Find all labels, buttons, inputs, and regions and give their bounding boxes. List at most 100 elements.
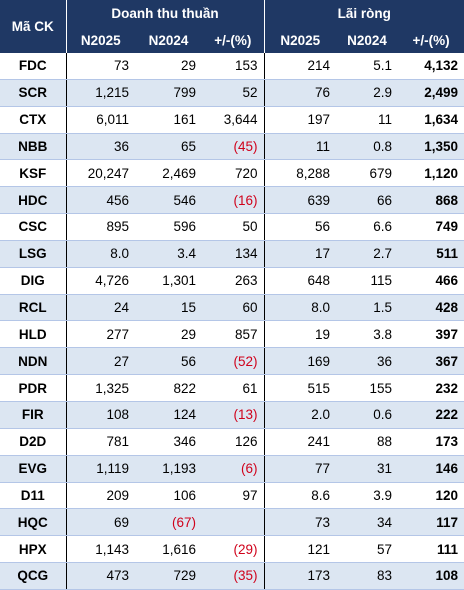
profit-2025-cell: 8.0 (264, 294, 336, 322)
revenue-2024-cell: 2,469 (135, 159, 202, 188)
col-header: N2024 (336, 27, 398, 53)
profit-change-cell: 868 (398, 186, 464, 215)
revenue-2025-cell: 6,011 (66, 106, 135, 134)
revenue-2024-cell: 822 (135, 374, 202, 402)
revenue-change-cell: (6) (202, 455, 265, 483)
profit-change-cell: 397 (398, 320, 464, 349)
revenue-change-cell: (29) (202, 535, 265, 564)
revenue-change-cell: (52) (202, 347, 265, 376)
table-row: FDC 73 29 153 214 5.1 4,132 (0, 53, 464, 80)
col-header: +/-(%) (398, 27, 464, 53)
revenue-2025-cell: 277 (66, 320, 135, 349)
ticker-cell: HPX (0, 535, 67, 564)
profit-2024-cell: 155 (336, 374, 398, 402)
revenue-change-cell: 153 (202, 53, 265, 80)
table-row: LSG 8.0 3.4 134 17 2.7 511 (0, 240, 464, 268)
revenue-2025-cell: 69 (66, 508, 135, 537)
profit-2024-cell: 1.5 (336, 294, 398, 322)
col-header: N2025 (66, 27, 135, 53)
revenue-2025-cell: 1,143 (66, 535, 135, 564)
revenue-2024-cell: 596 (135, 213, 202, 241)
revenue-2025-cell: 1,119 (66, 455, 135, 483)
col-header: N2025 (264, 27, 336, 53)
table-row: EVG 1,119 1,193 (6) 77 31 146 (0, 455, 464, 483)
revenue-2025-cell: 895 (66, 213, 135, 241)
profit-2025-cell: 121 (264, 535, 336, 564)
profit-change-cell: 232 (398, 374, 464, 402)
revenue-2024-cell: 1,301 (135, 267, 202, 295)
profit-2025-cell: 56 (264, 213, 336, 241)
revenue-change-cell: 52 (202, 79, 265, 107)
ticker-cell: FDC (0, 53, 67, 80)
revenue-2024-cell: 729 (135, 562, 202, 590)
ticker-cell: RCL (0, 294, 67, 322)
revenue-2024-cell: 161 (135, 106, 202, 134)
col-header: +/-(%) (202, 27, 265, 53)
revenue-change-cell: 263 (202, 267, 265, 295)
table-row: RCL 24 15 60 8.0 1.5 428 (0, 294, 464, 322)
revenue-2024-cell: 1,616 (135, 535, 202, 564)
profit-change-cell: 2,499 (398, 79, 464, 107)
revenue-2025-cell: 24 (66, 294, 135, 322)
revenue-2024-cell: 3.4 (135, 240, 202, 268)
profit-2024-cell: 31 (336, 455, 398, 483)
table-row: D2D 781 346 126 241 88 173 (0, 428, 464, 456)
profit-change-cell: 108 (398, 562, 464, 590)
table-row: D11 209 106 97 8.6 3.9 120 (0, 482, 464, 510)
profit-2025-cell: 648 (264, 267, 336, 295)
table-row: HPX 1,143 1,616 (29) 121 57 111 (0, 535, 464, 564)
revenue-2025-cell: 36 (66, 133, 135, 161)
profit-2024-cell: 6.6 (336, 213, 398, 241)
profit-change-cell: 749 (398, 213, 464, 241)
profit-2024-cell: 66 (336, 186, 398, 215)
revenue-2025-cell: 473 (66, 562, 135, 590)
ticker-cell: D2D (0, 428, 67, 456)
revenue-group-header: Doanh thu thuần (66, 0, 265, 27)
revenue-2025-cell: 4,726 (66, 267, 135, 295)
revenue-2024-cell: 15 (135, 294, 202, 322)
profit-change-cell: 173 (398, 428, 464, 456)
revenue-change-cell: 134 (202, 240, 265, 268)
revenue-2024-cell: 106 (135, 482, 202, 510)
table-row: HQC 69 (67) 73 34 117 (0, 508, 464, 537)
ticker-cell: HDC (0, 186, 67, 215)
table-row: SCR 1,215 799 52 76 2.9 2,499 (0, 79, 464, 107)
profit-2025-cell: 169 (264, 347, 336, 376)
revenue-change-cell: 126 (202, 428, 265, 456)
table-row: DIG 4,726 1,301 263 648 115 466 (0, 267, 464, 295)
ticker-cell: HQC (0, 508, 67, 537)
profit-2024-cell: 3.8 (336, 320, 398, 349)
profit-change-cell: 117 (398, 508, 464, 537)
revenue-2024-cell: 799 (135, 79, 202, 107)
revenue-2025-cell: 8.0 (66, 240, 135, 268)
profit-2025-cell: 214 (264, 53, 336, 80)
profit-2025-cell: 8.6 (264, 482, 336, 510)
profit-2025-cell: 76 (264, 79, 336, 107)
ticker-cell: QCG (0, 562, 67, 590)
table-row: CTX 6,011 161 3,644 197 11 1,634 (0, 106, 464, 134)
revenue-2024-cell: 56 (135, 347, 202, 376)
profit-change-cell: 511 (398, 240, 464, 268)
revenue-2025-cell: 108 (66, 401, 135, 429)
profit-change-cell: 146 (398, 455, 464, 483)
profit-2025-cell: 77 (264, 455, 336, 483)
ticker-cell: KSF (0, 159, 67, 188)
profit-change-cell: 111 (398, 535, 464, 564)
ticker-cell: DIG (0, 267, 67, 295)
profit-change-cell: 1,120 (398, 159, 464, 188)
revenue-change-cell: 720 (202, 159, 265, 188)
profit-2024-cell: 115 (336, 267, 398, 295)
profit-2024-cell: 0.8 (336, 133, 398, 161)
revenue-2024-cell: 346 (135, 428, 202, 456)
profit-2024-cell: 57 (336, 535, 398, 564)
revenue-2025-cell: 27 (66, 347, 135, 376)
profit-2025-cell: 241 (264, 428, 336, 456)
table-row: QCG 473 729 (35) 173 83 108 (0, 562, 464, 590)
profit-2024-cell: 2.7 (336, 240, 398, 268)
profit-2024-cell: 679 (336, 159, 398, 188)
table-row: NDN 27 56 (52) 169 36 367 (0, 347, 464, 376)
revenue-change-cell (202, 508, 265, 537)
table-body: FDC 73 29 153 214 5.1 4,132 SCR 1,215 799 52 76 2.9 2… (0, 53, 464, 590)
revenue-2025-cell: 73 (66, 53, 135, 80)
